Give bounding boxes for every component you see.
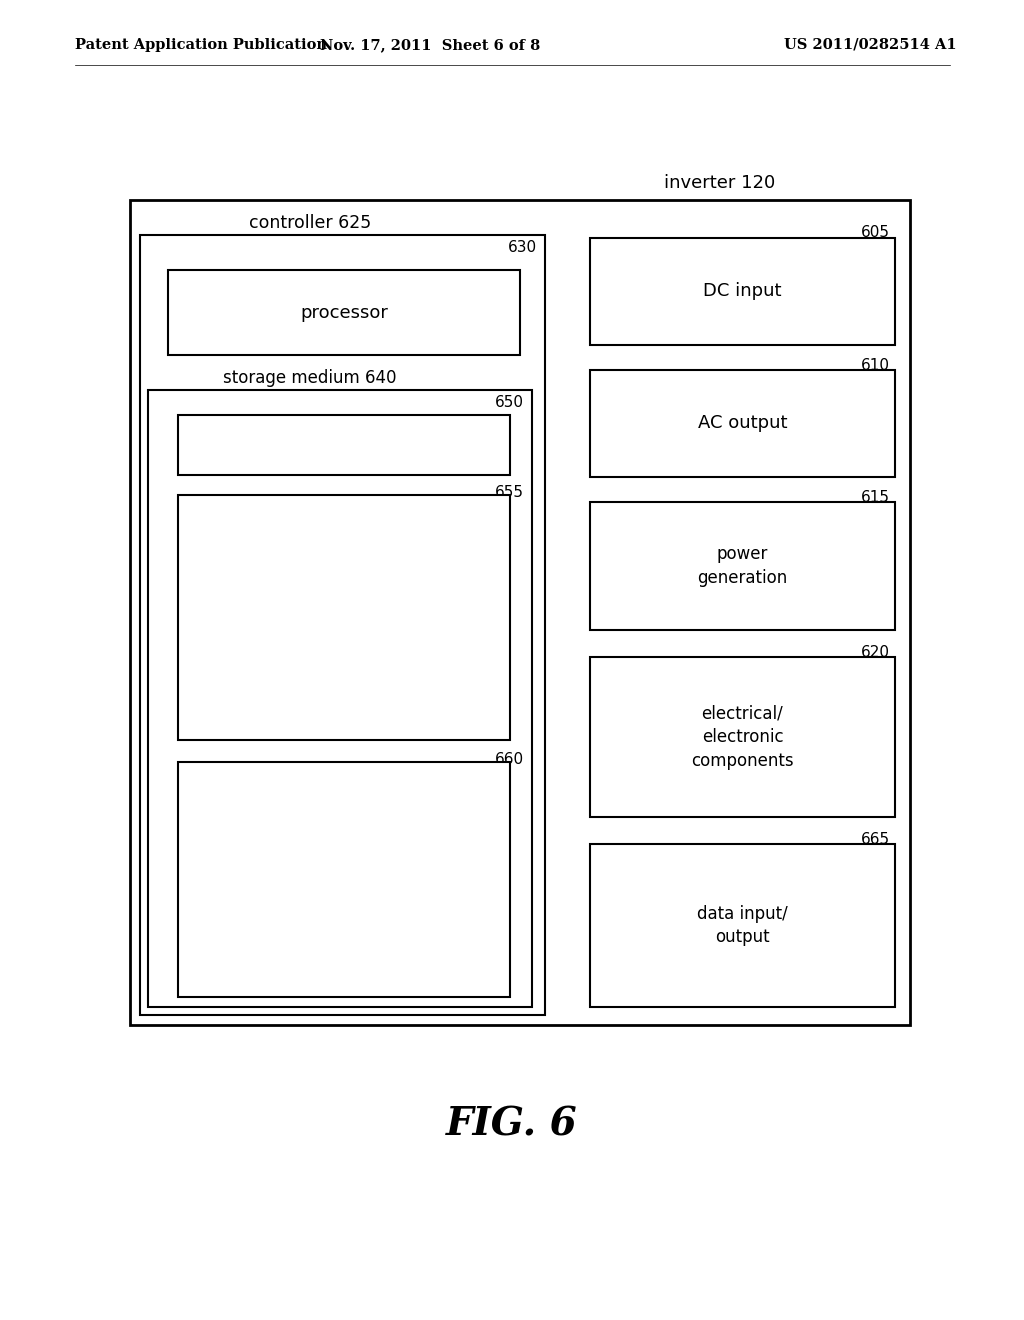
- Bar: [590, 657, 895, 817]
- Text: maximum
power point
tracking
algorithm: maximum power point tracking algorithm: [295, 573, 393, 661]
- Text: Patent Application Publication: Patent Application Publication: [75, 38, 327, 51]
- Text: 655: 655: [495, 484, 524, 500]
- Bar: [590, 843, 895, 1007]
- Bar: [590, 238, 895, 345]
- Bar: [148, 389, 532, 1007]
- Text: 650: 650: [495, 395, 524, 411]
- Text: 660: 660: [495, 752, 524, 767]
- Text: FIG. 6: FIG. 6: [446, 1106, 578, 1144]
- Text: controller 625: controller 625: [249, 214, 371, 232]
- Bar: [130, 201, 910, 1026]
- Text: AC output: AC output: [697, 414, 787, 433]
- Text: 665: 665: [861, 832, 890, 847]
- Text: storage medium 640: storage medium 640: [223, 370, 396, 387]
- Bar: [590, 370, 895, 477]
- Text: 605: 605: [861, 224, 890, 240]
- Text: electrical/
electronic
components: electrical/ electronic components: [691, 705, 794, 770]
- Bar: [178, 495, 510, 741]
- Bar: [178, 762, 510, 997]
- Text: energy storage
device control
information: energy storage device control informatio…: [281, 847, 408, 912]
- Text: US 2011/0282514 A1: US 2011/0282514 A1: [783, 38, 956, 51]
- Text: information: information: [292, 436, 396, 454]
- Text: 610: 610: [861, 358, 890, 374]
- Text: Nov. 17, 2011  Sheet 6 of 8: Nov. 17, 2011 Sheet 6 of 8: [319, 38, 540, 51]
- Text: data input/
output: data input/ output: [697, 904, 787, 946]
- Text: 630: 630: [508, 240, 537, 255]
- Bar: [168, 271, 520, 355]
- Text: power
generation: power generation: [697, 545, 787, 587]
- Text: 620: 620: [861, 645, 890, 660]
- Text: inverter 120: inverter 120: [665, 174, 775, 191]
- Bar: [590, 502, 895, 630]
- Bar: [140, 235, 545, 1015]
- Text: processor: processor: [300, 304, 388, 322]
- Bar: [178, 414, 510, 475]
- Text: DC input: DC input: [703, 282, 781, 301]
- Text: 615: 615: [861, 490, 890, 506]
